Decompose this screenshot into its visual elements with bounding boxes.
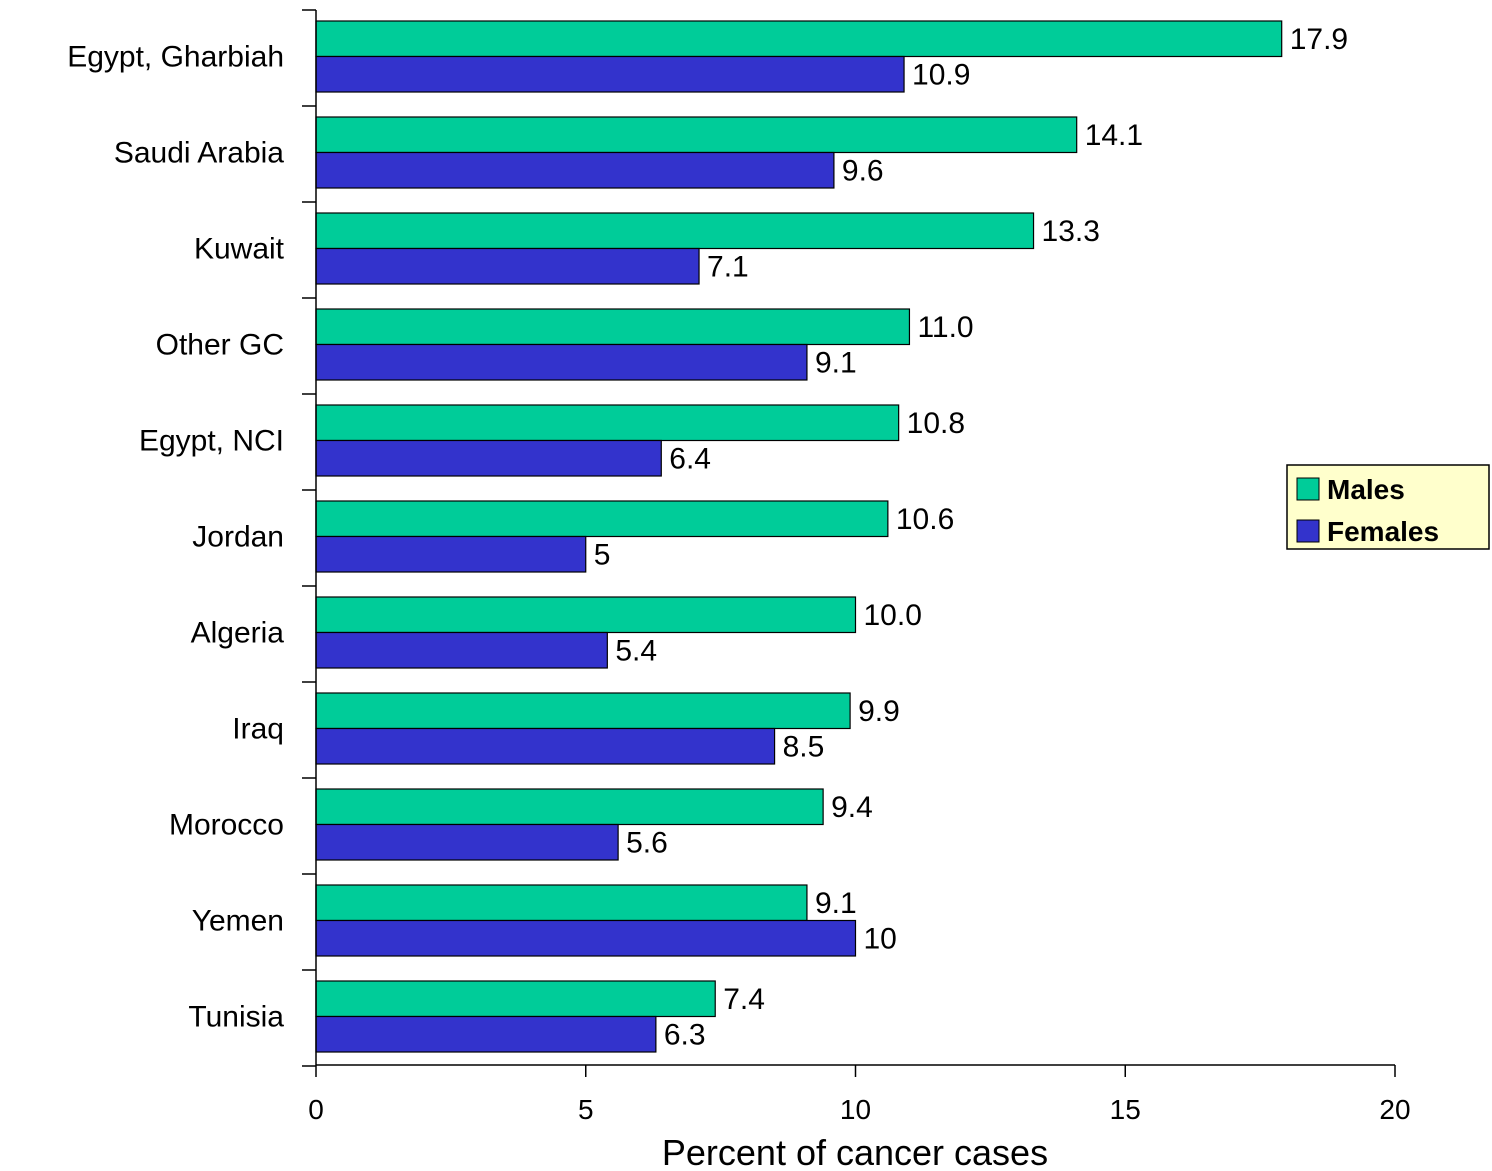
bar-females-yemen [315,919,857,957]
value-label-females-morocco: 5.6 [626,826,668,859]
value-label-females-other-gc: 9.1 [815,346,857,379]
bar-females-egypt-nci [315,439,662,477]
bar-females-morocco [315,823,619,861]
value-label-males-egypt-nci: 10.8 [907,407,965,440]
bar-females-iraq [315,727,776,765]
category-label-other-gc: Other GC [156,329,284,362]
value-label-females-egypt-nci: 6.4 [669,442,711,475]
value-label-males-jordan: 10.6 [896,503,954,536]
value-label-males-morocco: 9.4 [831,791,873,824]
bar-males-morocco [315,788,824,826]
value-labels-layer: 17.9 10.9 14.1 9.6 13.3 7.1 11.0 9.1 10.8 6.4 10.6… [594,23,1348,1052]
bar-females-tunisia [315,1015,657,1053]
category-label-tunisia: Tunisia [188,1001,284,1034]
x-axis-title: Percent of cancer cases [662,1132,1048,1171]
bar-males-yemen [315,884,808,922]
category-label-iraq: Iraq [232,713,284,746]
legend: Males Females [1286,464,1490,550]
legend-label-females: Females [1327,516,1439,547]
bar-males-saudi-arabia [315,116,1078,154]
legend-label-males: Males [1327,474,1405,505]
category-label-yemen: Yemen [192,905,284,938]
value-label-females-yemen: 10 [864,922,897,955]
legend-box [1286,464,1490,550]
value-label-males-egypt-gharbiah: 17.9 [1290,23,1348,56]
value-label-females-tunisia: 6.3 [664,1018,706,1051]
category-label-kuwait: Kuwait [194,233,285,266]
bar-females-saudi-arabia [315,151,835,189]
value-label-females-saudi-arabia: 9.6 [842,154,884,187]
category-label-jordan: Jordan [192,521,284,554]
category-label-algeria: Algeria [191,617,285,650]
bar-males-kuwait [315,212,1035,250]
category-label-egypt-gharbiah: Egypt, Gharbiah [67,41,284,74]
bar-males-iraq [315,692,851,730]
bars-layer [315,20,1283,1053]
bar-females-kuwait [315,247,700,285]
legend-swatch-males [1296,477,1320,501]
bar-females-other-gc [315,343,808,381]
value-label-males-saudi-arabia: 14.1 [1085,119,1143,152]
value-label-males-kuwait: 13.3 [1042,215,1100,248]
x-tick-label: 5 [578,1094,594,1125]
bar-males-algeria [315,596,857,634]
bar-females-egypt-gharbiah [315,55,905,93]
bar-males-egypt-nci [315,404,900,442]
x-tick-label: 0 [308,1094,324,1125]
bar-females-jordan [315,535,587,573]
value-label-females-iraq: 8.5 [783,730,825,763]
legend-swatch-females [1296,519,1320,543]
bar-males-egypt-gharbiah [315,20,1283,58]
value-label-females-kuwait: 7.1 [707,250,749,283]
value-label-males-tunisia: 7.4 [723,983,765,1016]
value-label-males-yemen: 9.1 [815,887,857,920]
x-tick-label: 10 [840,1094,871,1125]
category-label-egypt-nci: Egypt, NCI [139,425,284,458]
x-tick-label: 15 [1110,1094,1141,1125]
value-label-males-iraq: 9.9 [858,695,900,728]
category-label-saudi-arabia: Saudi Arabia [114,137,284,170]
x-tick-label: 20 [1379,1094,1410,1125]
bar-males-other-gc [315,308,911,346]
bar-males-tunisia [315,980,716,1018]
value-label-males-algeria: 10.0 [864,599,922,632]
bar-males-jordan [315,500,889,538]
value-label-females-jordan: 5 [594,538,611,571]
category-label-morocco: Morocco [169,809,284,842]
value-label-females-algeria: 5.4 [615,634,657,667]
bar-females-algeria [315,631,608,669]
value-label-females-egypt-gharbiah: 10.9 [912,58,970,91]
x-axis: 0 5 10 15 20 [308,1064,1411,1125]
y-axis: Egypt, Gharbiah Saudi Arabia Kuwait Other G… [67,9,317,1067]
value-label-males-other-gc: 11.0 [917,311,973,344]
